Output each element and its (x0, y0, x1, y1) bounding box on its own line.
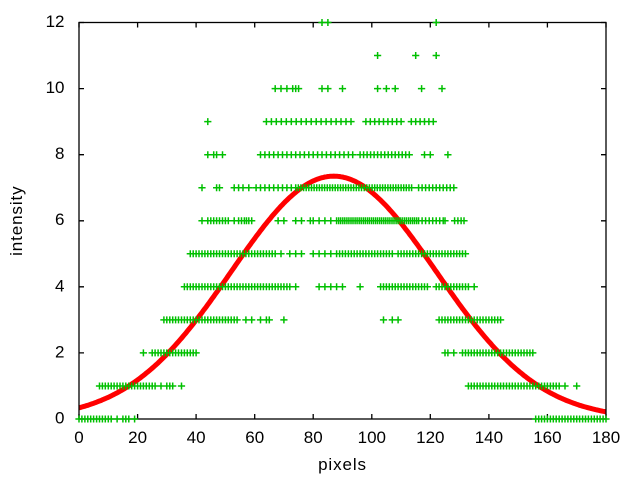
svg-text:4: 4 (55, 276, 64, 295)
svg-text:180: 180 (592, 428, 620, 447)
svg-text:0: 0 (55, 409, 64, 428)
svg-text:pixels: pixels (318, 455, 367, 474)
svg-text:40: 40 (187, 428, 206, 447)
svg-text:2: 2 (55, 342, 64, 361)
svg-text:120: 120 (416, 428, 444, 447)
svg-text:0: 0 (74, 428, 83, 447)
svg-text:80: 80 (304, 428, 323, 447)
svg-text:12: 12 (46, 12, 65, 31)
svg-text:140: 140 (475, 428, 503, 447)
svg-text:8: 8 (55, 144, 64, 163)
svg-text:100: 100 (358, 428, 386, 447)
svg-text:intensity: intensity (7, 185, 26, 255)
svg-text:20: 20 (128, 428, 147, 447)
svg-text:60: 60 (245, 428, 264, 447)
svg-text:6: 6 (55, 210, 64, 229)
svg-text:160: 160 (533, 428, 561, 447)
svg-text:10: 10 (46, 78, 65, 97)
